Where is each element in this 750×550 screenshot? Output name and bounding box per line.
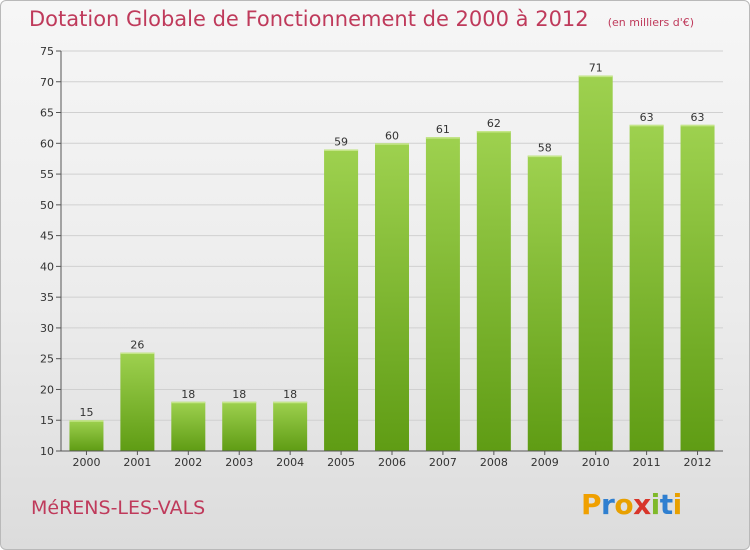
data-label-2001: 26 <box>130 339 144 352</box>
logo-letter: o <box>614 488 634 521</box>
bar-top-highlight <box>69 420 104 422</box>
bar-2008 <box>476 131 511 451</box>
bar-top-highlight <box>629 124 664 127</box>
logo-letter: i <box>672 488 683 521</box>
y-tick-label: 70 <box>40 76 54 89</box>
x-tick-label-2002: 2002 <box>174 456 202 469</box>
bar-2006 <box>375 143 409 452</box>
data-label-2011: 63 <box>640 111 654 124</box>
bar-2009 <box>527 155 562 451</box>
y-tick-label: 25 <box>40 353 54 366</box>
bar-2001 <box>120 352 155 451</box>
y-tick-label: 45 <box>40 230 54 243</box>
x-tick-label-2003: 2003 <box>225 456 253 469</box>
bar-2000 <box>69 420 104 451</box>
chart-subtitle: (en milliers d'€) <box>607 16 695 29</box>
x-tick-label-2011: 2011 <box>633 456 661 469</box>
bar-2007 <box>425 137 460 451</box>
x-tick-label-2009: 2009 <box>531 456 559 469</box>
x-tick-label-2005: 2005 <box>327 456 355 469</box>
bar-2005 <box>324 149 359 451</box>
bar-top-highlight <box>578 75 613 78</box>
y-tick-label: 35 <box>40 291 54 304</box>
data-label-2002: 18 <box>181 388 195 401</box>
proxiti-logo[interactable]: Proxiti <box>581 488 682 521</box>
bar-2004 <box>273 401 308 451</box>
bar-top-highlight <box>375 143 409 145</box>
x-tick-label-2007: 2007 <box>429 456 457 469</box>
logo-letter: x <box>633 488 651 521</box>
data-label-2003: 18 <box>232 388 246 401</box>
y-tick-label: 15 <box>40 414 54 427</box>
data-label-2009: 58 <box>538 142 552 155</box>
logo-letter: P <box>581 488 602 521</box>
bar-top-highlight <box>476 131 511 133</box>
y-tick-label: 55 <box>40 168 54 181</box>
bar-2003 <box>222 401 257 451</box>
x-tick-label-2008: 2008 <box>480 456 508 469</box>
bar-top-highlight <box>171 401 206 404</box>
x-tick-label-2004: 2004 <box>276 456 304 469</box>
bar-top-highlight <box>120 352 155 355</box>
y-tick-label: 40 <box>40 260 54 273</box>
bar-top-highlight <box>324 149 359 151</box>
data-label-2006: 60 <box>385 129 399 142</box>
place-name: MéRENS-LES-VALS <box>31 497 206 519</box>
x-tick-label-2001: 2001 <box>123 456 151 469</box>
logo-letter: r <box>601 488 615 521</box>
data-label-2008: 62 <box>487 117 501 130</box>
y-tick-label: 75 <box>40 45 54 58</box>
labels: 10 15 20 25 30 35 40 45 50 55 60 65 70 75 15 2000 26 2001… <box>40 45 712 469</box>
y-tick-label: 30 <box>40 322 54 335</box>
logo-letter: i <box>650 488 661 521</box>
x-tick-label-2012: 2012 <box>684 456 712 469</box>
data-label-2012: 63 <box>691 111 705 124</box>
chart-title: Dotation Globale de Fonctionnement de 20… <box>29 7 589 31</box>
data-label-2007: 61 <box>436 123 450 136</box>
data-label-2005: 59 <box>334 135 348 148</box>
y-tick-label: 65 <box>40 107 54 120</box>
bar-top-highlight <box>680 124 715 127</box>
bar-2012 <box>680 124 715 451</box>
bar-2010 <box>578 75 613 451</box>
bar-top-highlight <box>527 155 562 158</box>
chart-title-line: Dotation Globale de Fonctionnement de 20… <box>29 7 694 31</box>
bars <box>69 75 715 452</box>
y-tick-label: 50 <box>40 199 54 212</box>
x-tick-label-2010: 2010 <box>582 456 610 469</box>
x-tick-label-2006: 2006 <box>378 456 406 469</box>
axes <box>56 50 723 455</box>
y-tick-label: 10 <box>40 445 54 458</box>
data-label-2010: 71 <box>589 62 603 75</box>
y-tick-label: 20 <box>40 383 54 396</box>
bar-2011 <box>629 124 664 451</box>
logo-letter: t <box>659 488 673 521</box>
bar-top-highlight <box>425 137 460 139</box>
bar-top-highlight <box>222 401 257 404</box>
data-label-2004: 18 <box>283 388 297 401</box>
bar-top-highlight <box>273 401 308 404</box>
bar-2002 <box>171 401 206 451</box>
y-tick-label: 60 <box>40 137 54 150</box>
data-label-2000: 15 <box>79 406 93 419</box>
x-tick-label-2000: 2000 <box>72 456 100 469</box>
